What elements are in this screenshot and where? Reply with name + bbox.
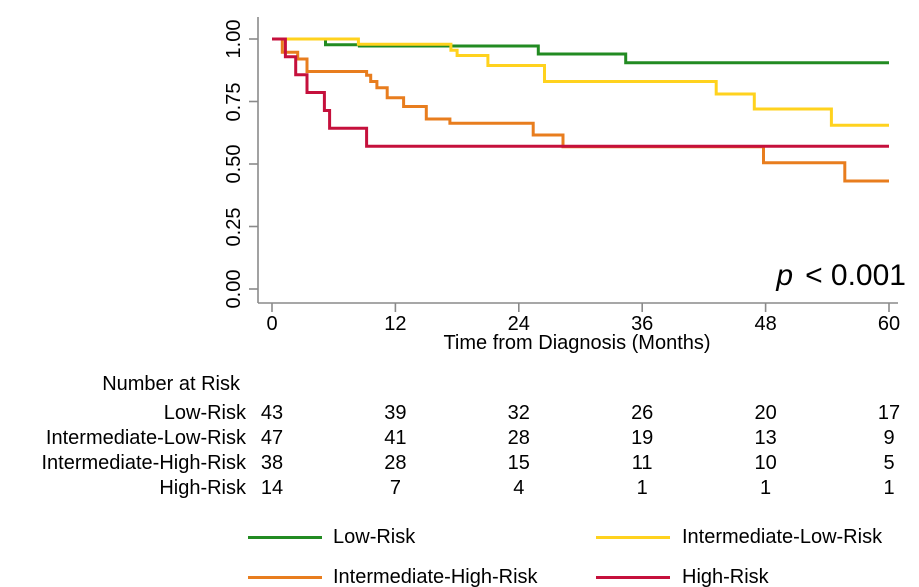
- risk-cell: 5: [883, 452, 895, 474]
- risk-cell: 14: [260, 477, 284, 499]
- legend-label: Intermediate-Low-Risk: [682, 526, 883, 548]
- risk-cell: 1: [760, 477, 772, 499]
- risk-cell: 32: [507, 402, 530, 424]
- legend-swatch-high-risk: [596, 576, 670, 579]
- legend-swatch-intermediate-low-risk: [596, 536, 670, 539]
- p-value-text: < 0.001: [805, 259, 906, 292]
- risk-cell: 19: [631, 427, 654, 449]
- y-tick-label: 1.00: [223, 19, 245, 59]
- risk-cell: 28: [384, 452, 407, 474]
- x-axis-title: Time from Diagnosis (Months): [443, 332, 711, 354]
- x-tick-label: 60: [877, 313, 901, 335]
- risk-cell: 41: [384, 427, 407, 449]
- risk-row-label: Low-Risk: [163, 402, 246, 424]
- x-tick-label: 12: [384, 313, 407, 335]
- x-tick-label: 0: [266, 313, 278, 335]
- legend-swatch-intermediate-high-risk: [248, 576, 322, 579]
- risk-table-header: Number at Risk: [102, 373, 240, 395]
- survival-curve-intermediate-low-risk: [272, 37, 889, 127]
- risk-cell: 7: [389, 477, 401, 499]
- x-tick-label: 48: [754, 313, 777, 335]
- p-value-annotation: p < 0.001: [600, 259, 906, 293]
- risk-cell: 4: [513, 477, 525, 499]
- risk-cell: 10: [754, 452, 777, 474]
- risk-row-label: Intermediate-Low-Risk: [45, 427, 246, 449]
- risk-cell: 15: [507, 452, 530, 474]
- risk-cell: 47: [260, 427, 284, 449]
- survival-curve-high-risk: [272, 37, 889, 148]
- risk-cell: 9: [883, 427, 895, 449]
- risk-cell: 17: [877, 402, 901, 424]
- legend-swatch-low-risk: [248, 536, 322, 539]
- risk-cell: 1: [883, 477, 895, 499]
- risk-cell: 26: [631, 402, 654, 424]
- risk-cell: 20: [754, 402, 777, 424]
- survival-curve-low-risk: [272, 37, 889, 65]
- legend-label: Low-Risk: [333, 526, 416, 548]
- x-tick-label: 24: [507, 313, 530, 335]
- risk-cell: 38: [260, 452, 284, 474]
- risk-cell: 1: [636, 477, 648, 499]
- risk-row-label: High-Risk: [159, 477, 246, 499]
- legend-label: Intermediate-High-Risk: [333, 566, 538, 587]
- risk-cell: 43: [260, 402, 284, 424]
- risk-cell: 28: [507, 427, 530, 449]
- risk-cell: 39: [384, 402, 407, 424]
- x-tick-label: 36: [631, 313, 654, 335]
- risk-row-label: Intermediate-High-Risk: [41, 452, 246, 474]
- legend-label: High-Risk: [682, 566, 769, 587]
- risk-cell: 11: [631, 452, 653, 474]
- p-symbol: p: [776, 259, 794, 292]
- risk-cell: 13: [754, 427, 777, 449]
